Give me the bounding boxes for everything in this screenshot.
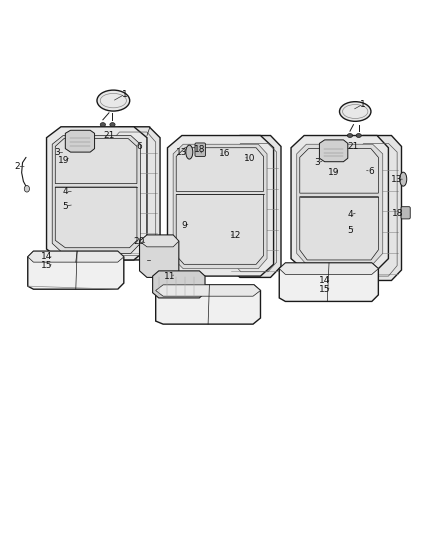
Polygon shape (279, 263, 378, 274)
Ellipse shape (110, 123, 115, 126)
Text: 10: 10 (244, 154, 255, 163)
Polygon shape (173, 144, 267, 269)
Polygon shape (300, 149, 378, 193)
Text: 6: 6 (368, 167, 374, 176)
Ellipse shape (339, 102, 371, 122)
Polygon shape (28, 251, 124, 289)
Polygon shape (297, 144, 383, 264)
Text: 2: 2 (14, 161, 20, 171)
Text: 13: 13 (392, 175, 403, 184)
Polygon shape (155, 285, 261, 324)
Polygon shape (228, 135, 281, 277)
Text: 1: 1 (122, 90, 128, 99)
Polygon shape (176, 148, 264, 191)
Text: 5: 5 (63, 202, 68, 211)
Polygon shape (350, 135, 402, 280)
Ellipse shape (100, 123, 106, 126)
Polygon shape (300, 197, 378, 260)
Polygon shape (52, 135, 141, 253)
Polygon shape (279, 263, 378, 302)
Polygon shape (28, 251, 124, 262)
Text: 3: 3 (314, 158, 320, 167)
Text: 19: 19 (328, 168, 339, 177)
Text: 16: 16 (219, 149, 230, 158)
Text: 4: 4 (63, 187, 68, 196)
Polygon shape (291, 135, 389, 270)
Polygon shape (167, 135, 274, 276)
Text: 21: 21 (348, 142, 359, 151)
Polygon shape (106, 127, 160, 260)
Text: 21: 21 (103, 131, 115, 140)
Text: 3: 3 (55, 148, 60, 157)
Text: 12: 12 (230, 231, 241, 239)
FancyBboxPatch shape (401, 207, 410, 219)
Polygon shape (55, 187, 137, 248)
Text: 9: 9 (181, 221, 187, 230)
Ellipse shape (400, 172, 407, 186)
Text: 11: 11 (164, 272, 176, 280)
Polygon shape (155, 285, 261, 296)
Text: 20: 20 (134, 237, 145, 246)
FancyBboxPatch shape (195, 143, 205, 157)
Polygon shape (46, 127, 147, 260)
Polygon shape (65, 130, 95, 152)
Polygon shape (176, 195, 264, 264)
Text: 1: 1 (360, 100, 366, 109)
Polygon shape (55, 139, 137, 183)
Text: 18: 18 (194, 145, 205, 154)
Polygon shape (152, 271, 205, 298)
Text: 15: 15 (41, 261, 52, 270)
Ellipse shape (24, 185, 29, 192)
Text: 14: 14 (319, 276, 330, 285)
Ellipse shape (356, 134, 361, 138)
Polygon shape (140, 235, 179, 247)
Text: 5: 5 (347, 226, 353, 235)
Text: 19: 19 (58, 156, 70, 165)
Text: 14: 14 (41, 253, 52, 261)
Ellipse shape (347, 134, 353, 138)
Ellipse shape (97, 90, 130, 111)
Text: 6: 6 (137, 142, 142, 151)
Polygon shape (319, 140, 348, 161)
Text: 18: 18 (392, 209, 404, 218)
Text: 13: 13 (176, 149, 187, 157)
Ellipse shape (186, 145, 193, 159)
Text: 15: 15 (319, 285, 330, 294)
Text: 4: 4 (347, 211, 353, 220)
Polygon shape (140, 235, 179, 277)
